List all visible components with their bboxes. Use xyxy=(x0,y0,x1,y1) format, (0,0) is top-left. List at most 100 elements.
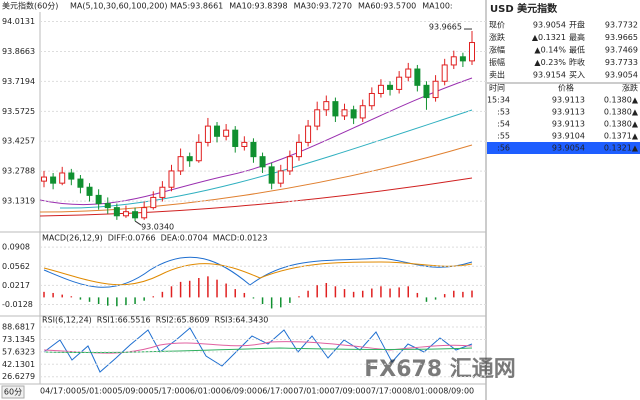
candle-body xyxy=(168,170,175,188)
candle-body xyxy=(405,68,412,78)
panel-title: USD 美元指数 xyxy=(490,2,558,15)
ma-line xyxy=(39,144,473,213)
ma-name: MA(5,10,30,60,100,200) xyxy=(70,2,168,11)
tick-price: 93.9054 xyxy=(552,144,585,153)
x-tick-label: 08/09:00 xyxy=(438,387,474,396)
rsi-line xyxy=(43,327,473,373)
quote-label: 卖出 xyxy=(489,70,505,80)
quote-value: 93.9054 xyxy=(533,21,566,30)
tick-change: 0.1321▲ xyxy=(604,144,639,153)
candle-body xyxy=(350,109,357,119)
quote-value: 93.9054 xyxy=(605,71,638,80)
candle-body xyxy=(150,196,157,209)
low-label: 93.0340 xyxy=(141,223,174,232)
period-button[interactable] xyxy=(1,385,25,399)
candle-body xyxy=(86,186,93,196)
quote-value: 93.7733 xyxy=(605,58,638,67)
quote-label: 昨收 xyxy=(569,57,585,67)
candle-body xyxy=(159,186,166,198)
selected-row xyxy=(487,142,640,154)
candle-body xyxy=(396,76,403,90)
y-tick-label: 93.1319 xyxy=(2,197,35,206)
candle-body xyxy=(95,194,102,205)
candle-body xyxy=(450,56,457,66)
x-tick-label: 06/01:00 xyxy=(185,387,221,396)
y-tick-label: 26.6279 xyxy=(2,372,35,381)
y-tick-label: 57.6323 xyxy=(2,347,35,356)
candle-body xyxy=(368,92,375,107)
y-tick-label: 93.7194 xyxy=(2,77,35,86)
candle-body xyxy=(104,203,111,209)
rsi-label: RSI2:65.8609 xyxy=(156,316,210,325)
quote-label: 涨跌 xyxy=(489,32,505,42)
dea-line xyxy=(43,261,473,286)
x-tick-label: 07/17:00 xyxy=(366,387,402,396)
candle-body xyxy=(441,64,448,82)
tick-header: 时间 xyxy=(489,83,505,93)
quote-label: 涨幅 xyxy=(489,45,505,55)
candle-body xyxy=(387,84,394,90)
candle-body xyxy=(50,176,57,184)
y-tick-label: -0.0128 xyxy=(2,300,33,309)
x-tick-label: 06/09:00 xyxy=(221,387,257,396)
x-tick-label: 08/01:00 xyxy=(402,387,438,396)
candle-body xyxy=(314,109,321,127)
rsi-line xyxy=(43,347,473,354)
macd-label: MACD(26,12,9) xyxy=(42,234,103,243)
candle-body xyxy=(305,125,312,143)
tick-price: 93.9113 xyxy=(552,96,585,105)
candle-body xyxy=(195,141,202,162)
tick-change: 0.1371▲ xyxy=(604,132,639,141)
period-button-label[interactable]: 60分 xyxy=(4,388,22,397)
x-tick-label: 05/01:00 xyxy=(76,387,112,396)
x-tick-label: 05/17:00 xyxy=(149,387,185,396)
tick-change: 0.1380▲ xyxy=(604,96,639,105)
y-tick-label: 93.5725 xyxy=(2,107,35,116)
candle-body xyxy=(232,129,239,147)
macd-label: MACD:0.0123 xyxy=(213,234,268,243)
y-tick-label: 93.4257 xyxy=(2,137,35,146)
y-tick-label: 94.0131 xyxy=(2,17,35,26)
candle-body xyxy=(177,156,184,172)
candle-body xyxy=(341,109,348,117)
candle-body xyxy=(414,68,421,86)
quote-value: ▲0.14% xyxy=(534,46,566,55)
candle-body xyxy=(432,80,439,99)
candle-body xyxy=(377,84,384,94)
rsi-label: RSI1:66.5516 xyxy=(97,316,151,325)
quote-value: ▲0.23% xyxy=(534,58,566,67)
candle-body xyxy=(459,56,466,62)
quote-value: 93.7469 xyxy=(605,46,638,55)
tick-time: :56 xyxy=(497,144,510,153)
ma-label: MA10:93.8398 xyxy=(229,2,287,11)
tick-change: 0.1380▲ xyxy=(604,108,639,117)
tick-header: 涨跌 xyxy=(622,83,638,93)
rsi-label: RSI3:64.3430 xyxy=(215,316,269,325)
candle-body xyxy=(241,141,248,147)
watermark: FX678 汇通网 xyxy=(364,357,516,382)
tick-price: 93.9113 xyxy=(552,120,585,129)
candle-body xyxy=(77,178,84,188)
y-tick-label: 0.0908 xyxy=(2,243,30,252)
x-tick-label: 06/17:00 xyxy=(257,387,293,396)
y-tick-label: 93.2788 xyxy=(2,167,35,176)
quote-value: 93.9665 xyxy=(605,33,638,42)
candle-body xyxy=(359,105,366,119)
quote-label: 振幅 xyxy=(489,57,505,67)
candle-body xyxy=(332,101,339,117)
ma-label: MA30:93.7270 xyxy=(294,2,352,11)
candle-body xyxy=(286,156,293,172)
macd-label: DEA:0.0704 xyxy=(161,234,208,243)
ma-label: MA60:93.5700 xyxy=(358,2,416,11)
candle-body xyxy=(423,84,430,99)
candle-body xyxy=(41,176,47,182)
candle-body xyxy=(223,129,230,137)
tick-time: :55 xyxy=(497,132,510,141)
quote-label: 现价 xyxy=(489,21,505,30)
candle-body xyxy=(59,172,66,184)
rsi-label: RSI(6,12,24) xyxy=(42,316,92,325)
x-tick-label: 07/01:00 xyxy=(293,387,329,396)
candle-body xyxy=(141,207,148,219)
